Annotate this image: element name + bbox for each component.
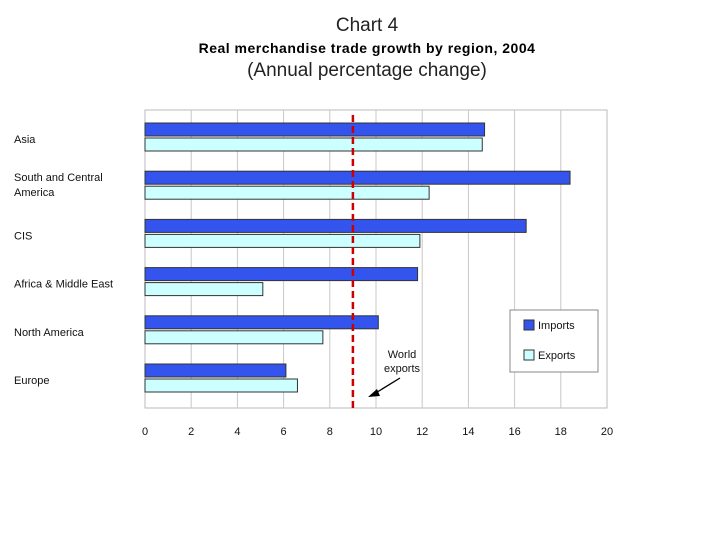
legend-label: Imports (538, 320, 575, 332)
bar-imports (144, 122, 486, 137)
x-tick-label: 20 (601, 426, 613, 438)
x-tick-label: 10 (370, 426, 382, 438)
x-tick-label: 16 (508, 426, 520, 438)
bar-imports (144, 267, 419, 282)
bar-imports (144, 363, 287, 378)
bar-exports (144, 137, 483, 152)
bar-imports (144, 170, 571, 185)
legend-label: Exports (538, 350, 576, 362)
bar-exports (144, 282, 264, 297)
category-label: CIS (14, 230, 32, 242)
chart-title: Real merchandise trade growth by region,… (198, 40, 536, 56)
bar-imports (144, 218, 527, 233)
x-tick-label: 8 (327, 426, 333, 438)
bar-imports (144, 315, 379, 330)
bar-exports (144, 233, 421, 248)
x-tick-label: 12 (416, 426, 428, 438)
bar-exports (144, 330, 324, 345)
annotation-label: exports (384, 363, 421, 375)
category-label: Asia (14, 134, 36, 146)
annotation-arrow-head (368, 389, 380, 397)
x-tick-label: 0 (142, 426, 148, 438)
x-tick-label: 2 (188, 426, 194, 438)
annotation-label: World (388, 349, 417, 361)
chart-subtitle: (Annual percentage change) (247, 60, 487, 81)
x-tick-label: 6 (281, 426, 287, 438)
legend-swatch (523, 349, 535, 361)
legend-swatch (523, 319, 535, 331)
bar-exports (144, 378, 298, 393)
category-label: North America (14, 327, 85, 339)
category-label: Europe (14, 375, 49, 387)
annotation-arrow-line (373, 377, 401, 395)
x-tick-label: 14 (462, 426, 474, 438)
x-tick-label: 4 (234, 426, 240, 438)
x-tick-label: 18 (555, 426, 567, 438)
bar-exports (144, 185, 430, 200)
category-label: South and Central America (14, 172, 103, 199)
chart-number: Chart 4 (335, 15, 399, 36)
category-label: Africa & Middle East (14, 279, 113, 291)
